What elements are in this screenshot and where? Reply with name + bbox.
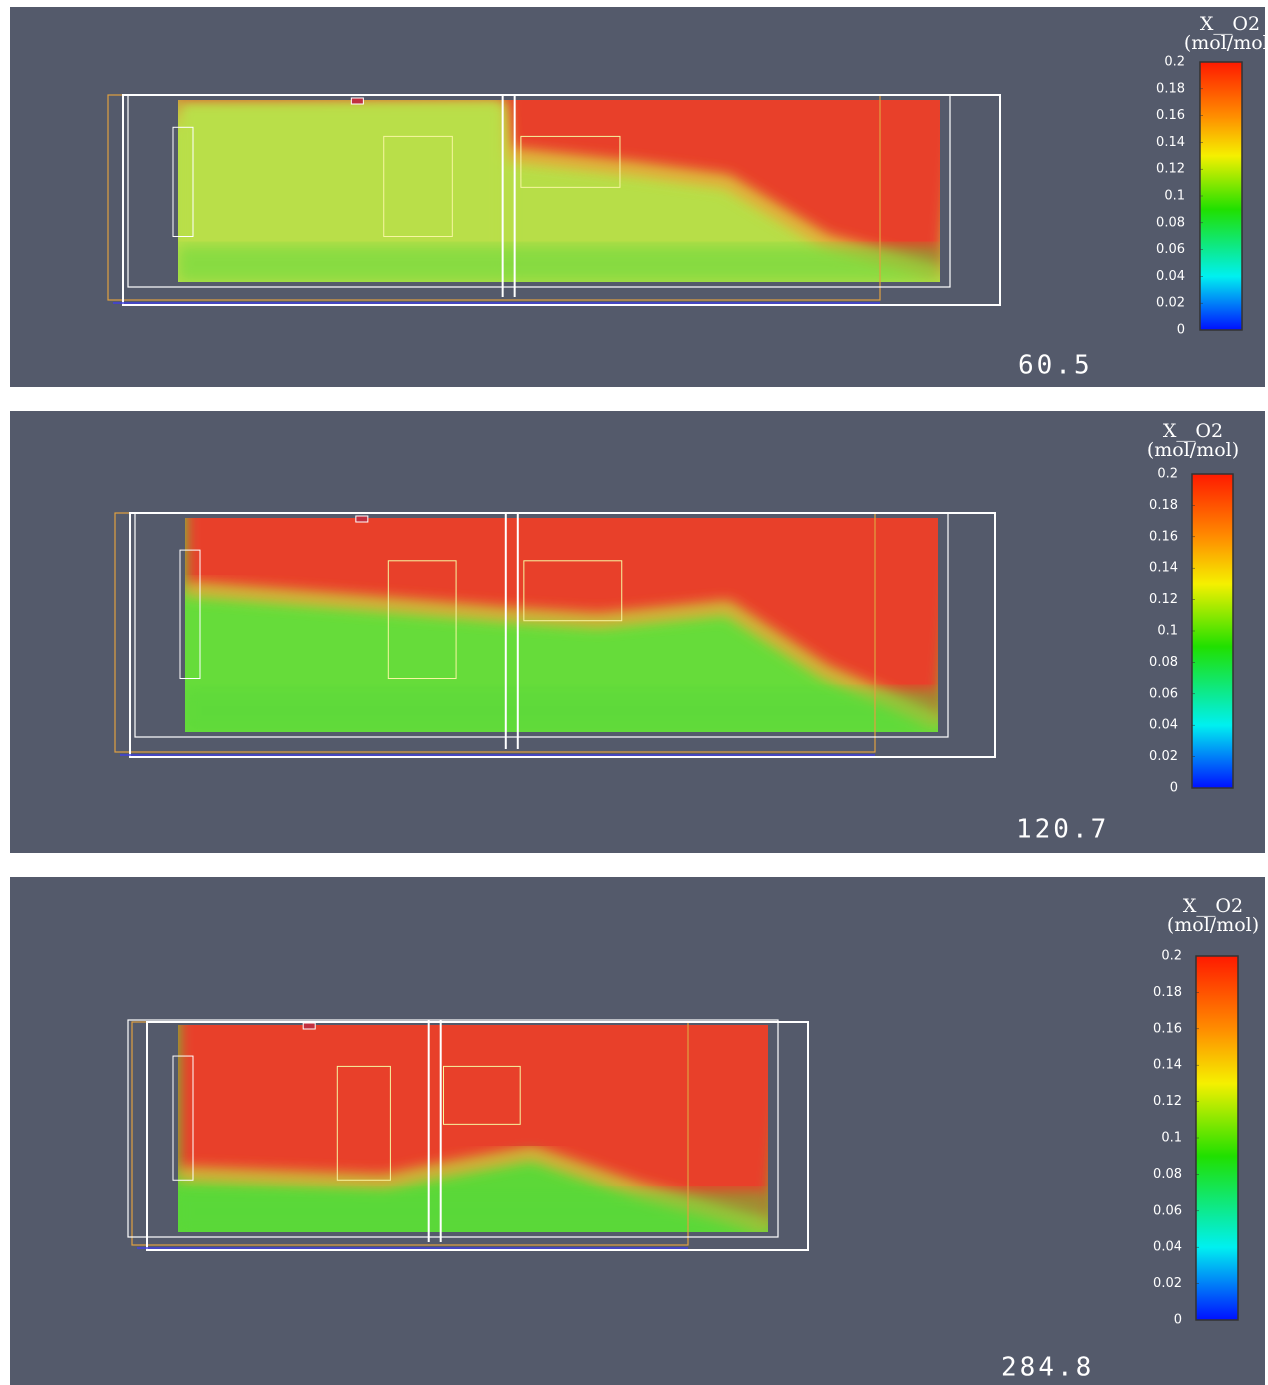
time-stamp: 120.7 bbox=[1016, 815, 1109, 845]
colorbar-tick-label: 0.08 bbox=[1153, 1167, 1182, 1182]
colorbar-tick-label: 0.02 bbox=[1156, 296, 1185, 311]
colorbar-unit: (mol/mol) bbox=[1147, 439, 1239, 461]
colorbar-tick-label: 0.16 bbox=[1149, 529, 1178, 544]
colorbar-tick-label: 0.06 bbox=[1153, 1203, 1182, 1218]
colorbar-title: X__O2 bbox=[1183, 895, 1243, 917]
colorbar bbox=[1199, 61, 1243, 331]
colorbar-tick-label: 0.16 bbox=[1153, 1021, 1182, 1036]
field-slice bbox=[178, 1025, 768, 1232]
window bbox=[523, 560, 623, 622]
vent bbox=[355, 515, 369, 523]
vent bbox=[350, 97, 364, 105]
colorbar bbox=[1195, 955, 1239, 1321]
door bbox=[383, 135, 453, 237]
colorbar-tick-label: 0.1 bbox=[1161, 1131, 1182, 1146]
colorbar-tick-label: 0.04 bbox=[1149, 718, 1178, 733]
colorbar-tick-label: 0.1 bbox=[1157, 624, 1178, 639]
hot-layer bbox=[178, 100, 940, 273]
door bbox=[387, 560, 457, 679]
colorbar-tick-label: 0.06 bbox=[1149, 686, 1178, 701]
colorbar-tick-label: 0.16 bbox=[1156, 108, 1185, 123]
colorbar-title: X__O2 bbox=[1163, 420, 1223, 442]
window bbox=[520, 135, 621, 188]
colorbar-tick-label: 0.12 bbox=[1156, 162, 1185, 177]
colorbar-tick-label: 0.18 bbox=[1153, 985, 1182, 1000]
colorbar bbox=[1191, 473, 1234, 789]
colorbar-tick-label: 0.02 bbox=[1149, 749, 1178, 764]
colorbar-tick-label: 0.02 bbox=[1153, 1276, 1182, 1291]
field-slice bbox=[178, 100, 940, 282]
colorbar-tick-label: 0.04 bbox=[1153, 1240, 1182, 1255]
floor-layer bbox=[178, 245, 940, 282]
colorbar-tick-label: 0.04 bbox=[1156, 269, 1185, 284]
colorbar-tick-label: 0 bbox=[1177, 323, 1185, 338]
colorbar-tick-label: 0 bbox=[1170, 781, 1178, 796]
window bbox=[443, 1065, 521, 1125]
colorbar-tick-label: 0.12 bbox=[1149, 592, 1178, 607]
wireframe bbox=[127, 94, 951, 288]
colorbar-tick-label: 0.12 bbox=[1153, 1094, 1182, 1109]
colorbar-tick-label: 0.14 bbox=[1156, 135, 1185, 150]
colorbar-tick-label: 0.08 bbox=[1156, 215, 1185, 230]
colorbar-tick-label: 0.2 bbox=[1157, 467, 1178, 482]
colorbar-tick-label: 0.08 bbox=[1149, 655, 1178, 670]
time-stamp: 60.5 bbox=[1018, 351, 1093, 381]
colorbar-tick-label: 0.2 bbox=[1161, 949, 1182, 964]
wireframe bbox=[146, 1021, 809, 1251]
colorbar-unit: (mol/mol) bbox=[1167, 914, 1259, 936]
wireframe bbox=[127, 1019, 779, 1238]
vent bbox=[302, 1022, 316, 1030]
colorbar-unit: (mol/mol) bbox=[1184, 32, 1268, 54]
colorbar-title: X__O2 bbox=[1200, 13, 1260, 35]
wireframe bbox=[134, 512, 949, 738]
window bbox=[172, 1055, 194, 1181]
colorbar-tick-label: 0.1 bbox=[1164, 189, 1185, 204]
floor-layer bbox=[185, 689, 938, 732]
colorbar-tick-label: 0.18 bbox=[1156, 81, 1185, 96]
floor-layer bbox=[178, 1190, 768, 1232]
colorbar-tick-label: 0.06 bbox=[1156, 242, 1185, 257]
colorbar-tick-label: 0 bbox=[1174, 1313, 1182, 1328]
hot-layer bbox=[185, 518, 938, 722]
colorbar-tick-label: 0.14 bbox=[1153, 1058, 1182, 1073]
field-slice bbox=[185, 518, 938, 732]
window bbox=[172, 126, 194, 237]
door bbox=[336, 1065, 391, 1181]
time-stamp: 284.8 bbox=[1001, 1353, 1094, 1383]
colorbar-tick-label: 0.18 bbox=[1149, 498, 1178, 513]
colorbar-tick-label: 0.14 bbox=[1149, 561, 1178, 576]
window bbox=[179, 549, 201, 679]
colorbar-tick-label: 0.2 bbox=[1164, 55, 1185, 70]
